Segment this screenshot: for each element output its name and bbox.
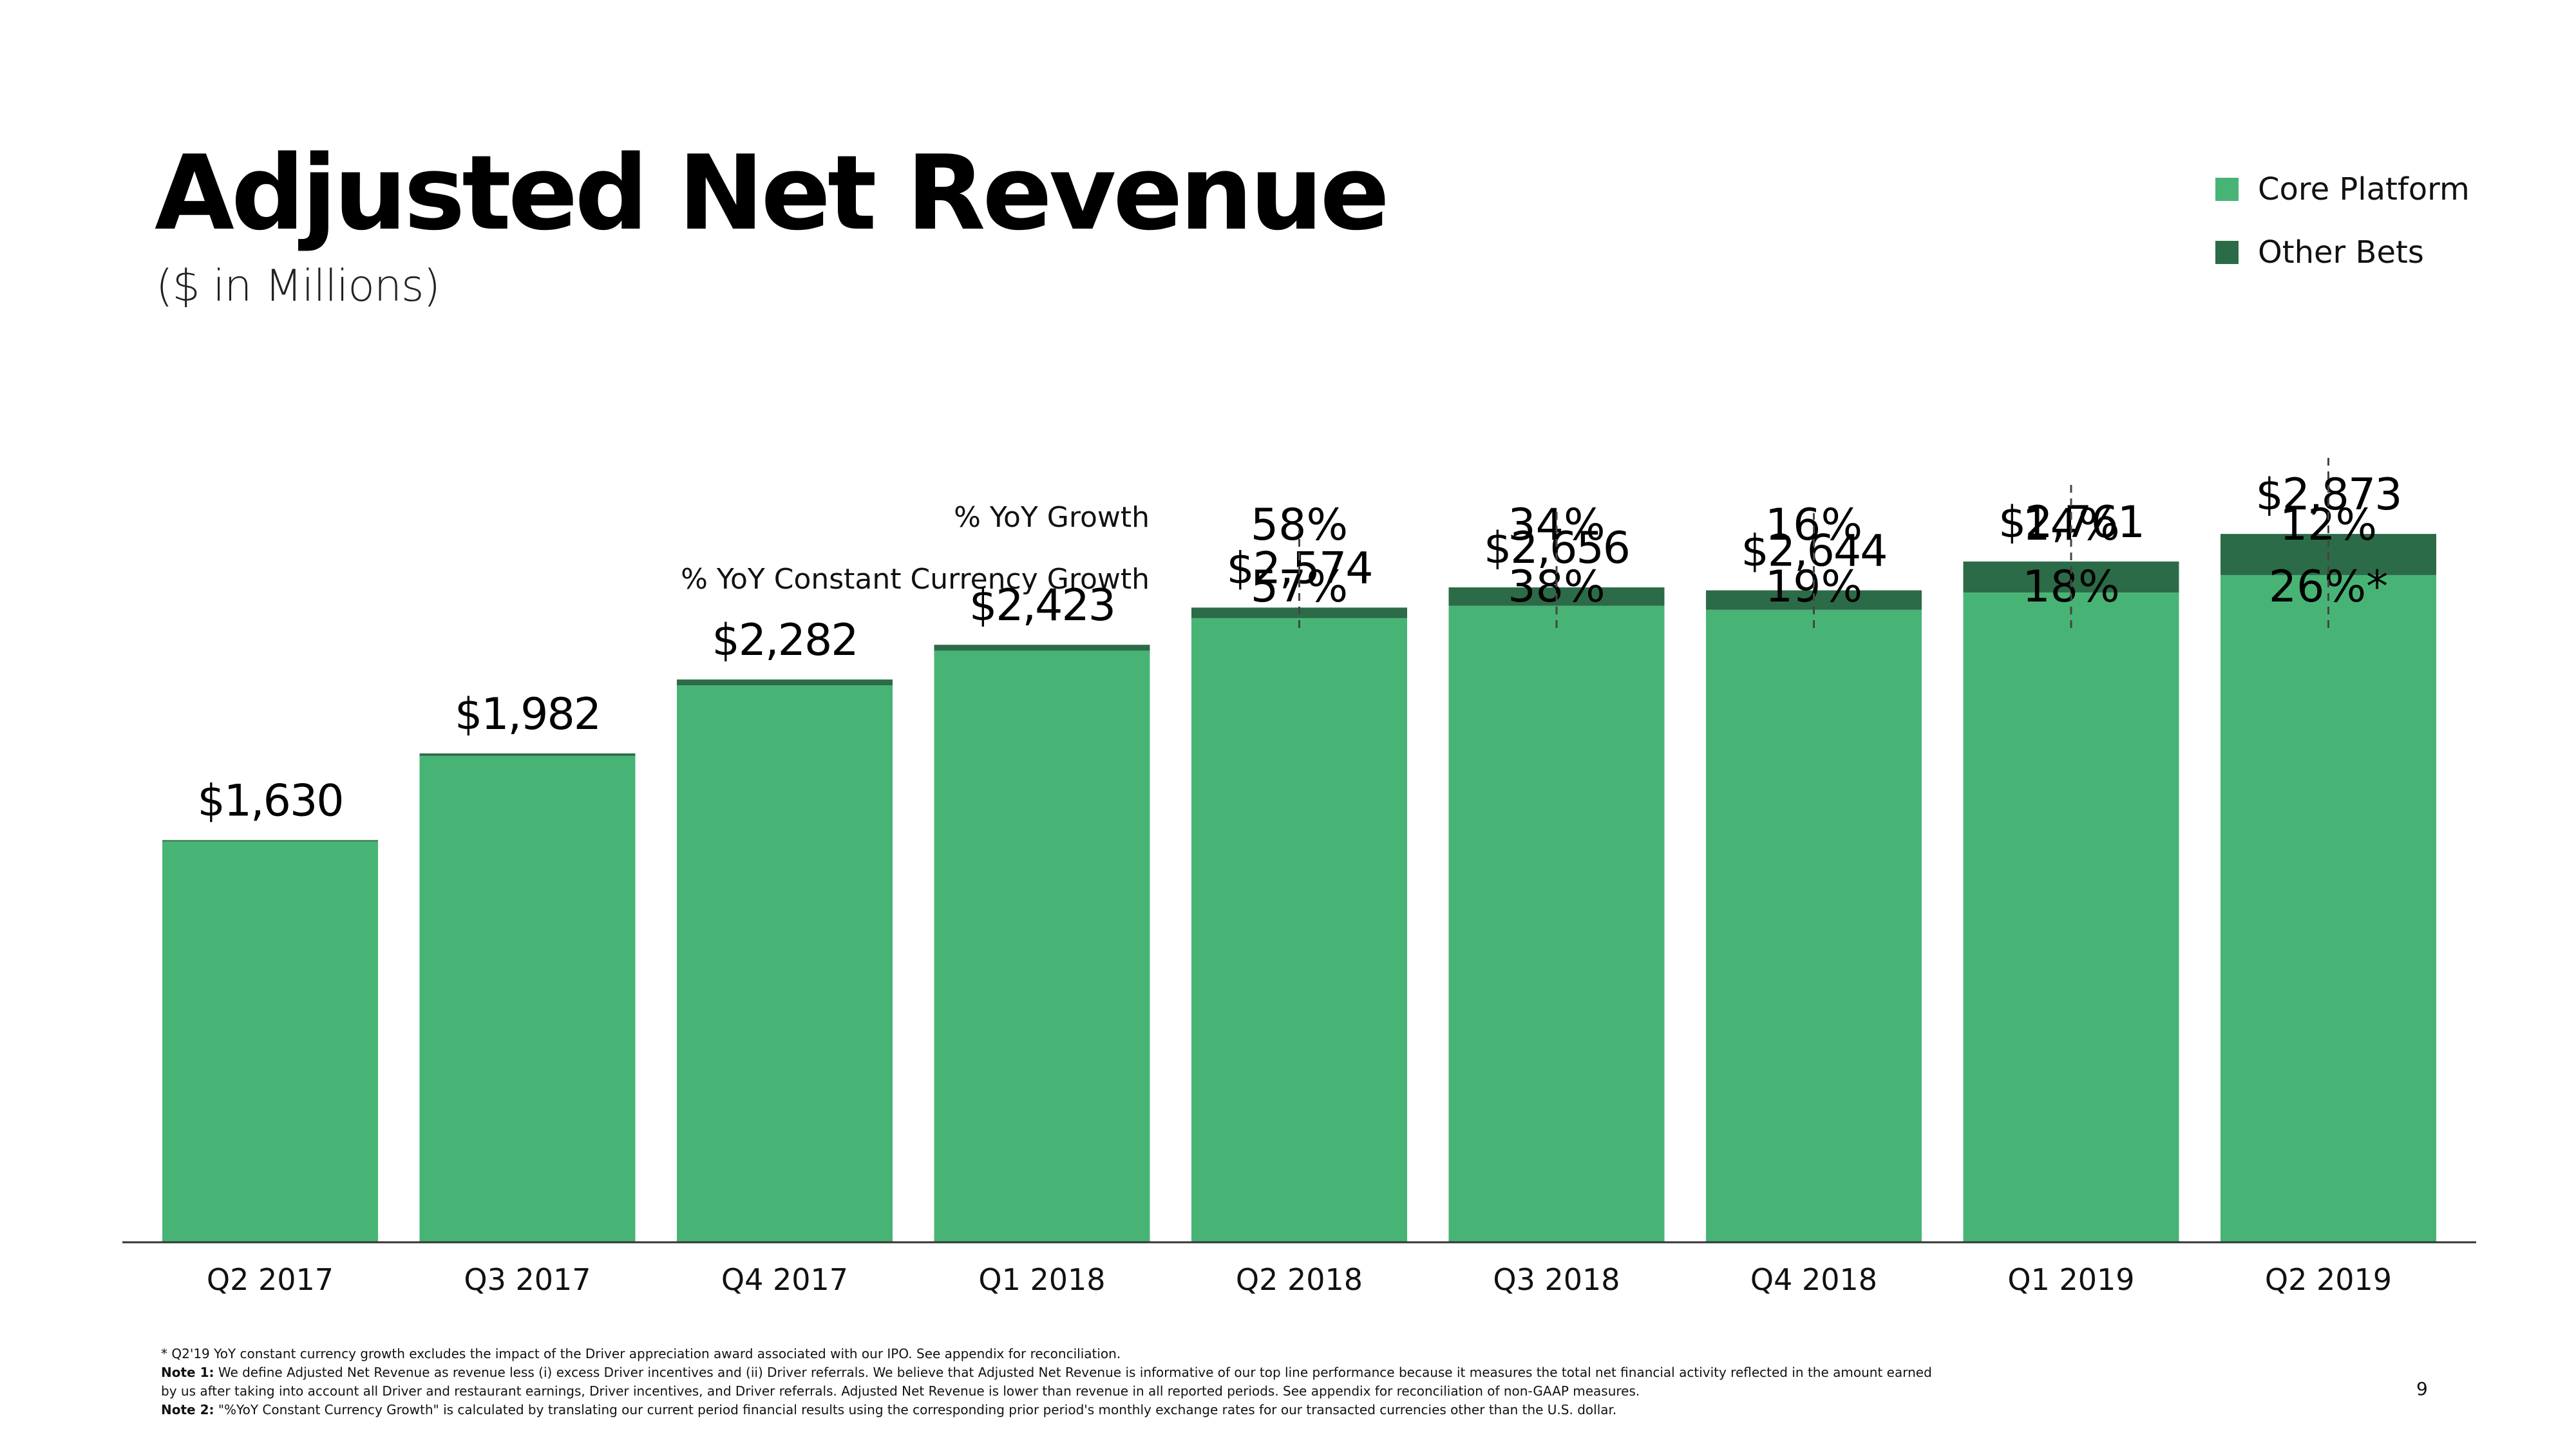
legend-item-core-platform: Core Platform bbox=[2215, 158, 2470, 221]
bar-core-platform-1 bbox=[419, 755, 636, 1242]
x-tick-label-3: Q1 2018 bbox=[978, 1262, 1105, 1297]
bar-core-platform-2 bbox=[677, 685, 893, 1242]
note-1-text: We define Adjusted Net Revenue as revenu… bbox=[161, 1365, 1932, 1399]
x-tick-label-1: Q3 2017 bbox=[464, 1262, 591, 1297]
footnotes: * Q2'19 YoY constant currency growth exc… bbox=[161, 1345, 1951, 1419]
x-tick-label-8: Q2 2019 bbox=[2265, 1262, 2392, 1297]
x-tick-label-6: Q4 2018 bbox=[1750, 1262, 1877, 1297]
bar-core-platform-0 bbox=[162, 841, 378, 1242]
legend-item-other-bets: Other Bets bbox=[2215, 221, 2470, 284]
bar-core-platform-7 bbox=[1963, 592, 2179, 1242]
bar-other-bets-3 bbox=[934, 645, 1150, 651]
page-number: 9 bbox=[2416, 1378, 2428, 1399]
legend-label-core-platform: Core Platform bbox=[2258, 171, 2470, 207]
bar-total-label-2: $2,282 bbox=[712, 615, 858, 666]
x-tick-label-0: Q2 2017 bbox=[207, 1262, 334, 1297]
chart-legend: Core Platform Other Bets bbox=[2215, 158, 2470, 284]
page-subtitle: ($ in Millions) bbox=[156, 261, 440, 312]
x-tick-label-4: Q2 2018 bbox=[1236, 1262, 1363, 1297]
bar-core-platform-8 bbox=[2221, 574, 2436, 1242]
bar-other-bets-1 bbox=[419, 753, 636, 756]
bar-core-platform-3 bbox=[934, 650, 1150, 1242]
bar-total-label-0: $1,630 bbox=[198, 776, 343, 827]
bar-total-label-1: $1,982 bbox=[455, 689, 600, 740]
bar-core-platform-5 bbox=[1448, 605, 1665, 1242]
bar-other-bets-0 bbox=[162, 840, 378, 842]
footnote-note-1: Note 1: We define Adjusted Net Revenue a… bbox=[161, 1363, 1951, 1401]
footnote-note-2: Note 2: "%YoY Constant Currency Growth" … bbox=[161, 1401, 1951, 1419]
page-title: Adjusted Net Revenue bbox=[155, 133, 1390, 253]
bar-other-bets-2 bbox=[677, 679, 893, 686]
bar-core-platform-6 bbox=[1706, 609, 1922, 1242]
legend-label-other-bets: Other Bets bbox=[2258, 234, 2424, 270]
yoy-cc-growth-row-label: % YoY Constant Currency Growth bbox=[681, 563, 1150, 596]
bar-total-label-3: $2,423 bbox=[969, 580, 1115, 631]
note-2-label: Note 2: bbox=[161, 1402, 214, 1417]
footnote-star: * Q2'19 YoY constant currency growth exc… bbox=[161, 1346, 1121, 1361]
note-2-text: "%YoY Constant Currency Growth" is calcu… bbox=[214, 1402, 1617, 1417]
bar-core-platform-4 bbox=[1191, 618, 1407, 1242]
x-tick-label-7: Q1 2019 bbox=[2007, 1262, 2134, 1297]
legend-swatch-core-platform bbox=[2215, 178, 2239, 201]
legend-swatch-other-bets bbox=[2215, 241, 2239, 264]
x-tick-label-5: Q3 2018 bbox=[1493, 1262, 1620, 1297]
yoy-growth-row-label: % YoY Growth bbox=[954, 501, 1150, 534]
x-tick-label-2: Q4 2017 bbox=[721, 1262, 848, 1297]
note-1-label: Note 1: bbox=[161, 1365, 214, 1380]
